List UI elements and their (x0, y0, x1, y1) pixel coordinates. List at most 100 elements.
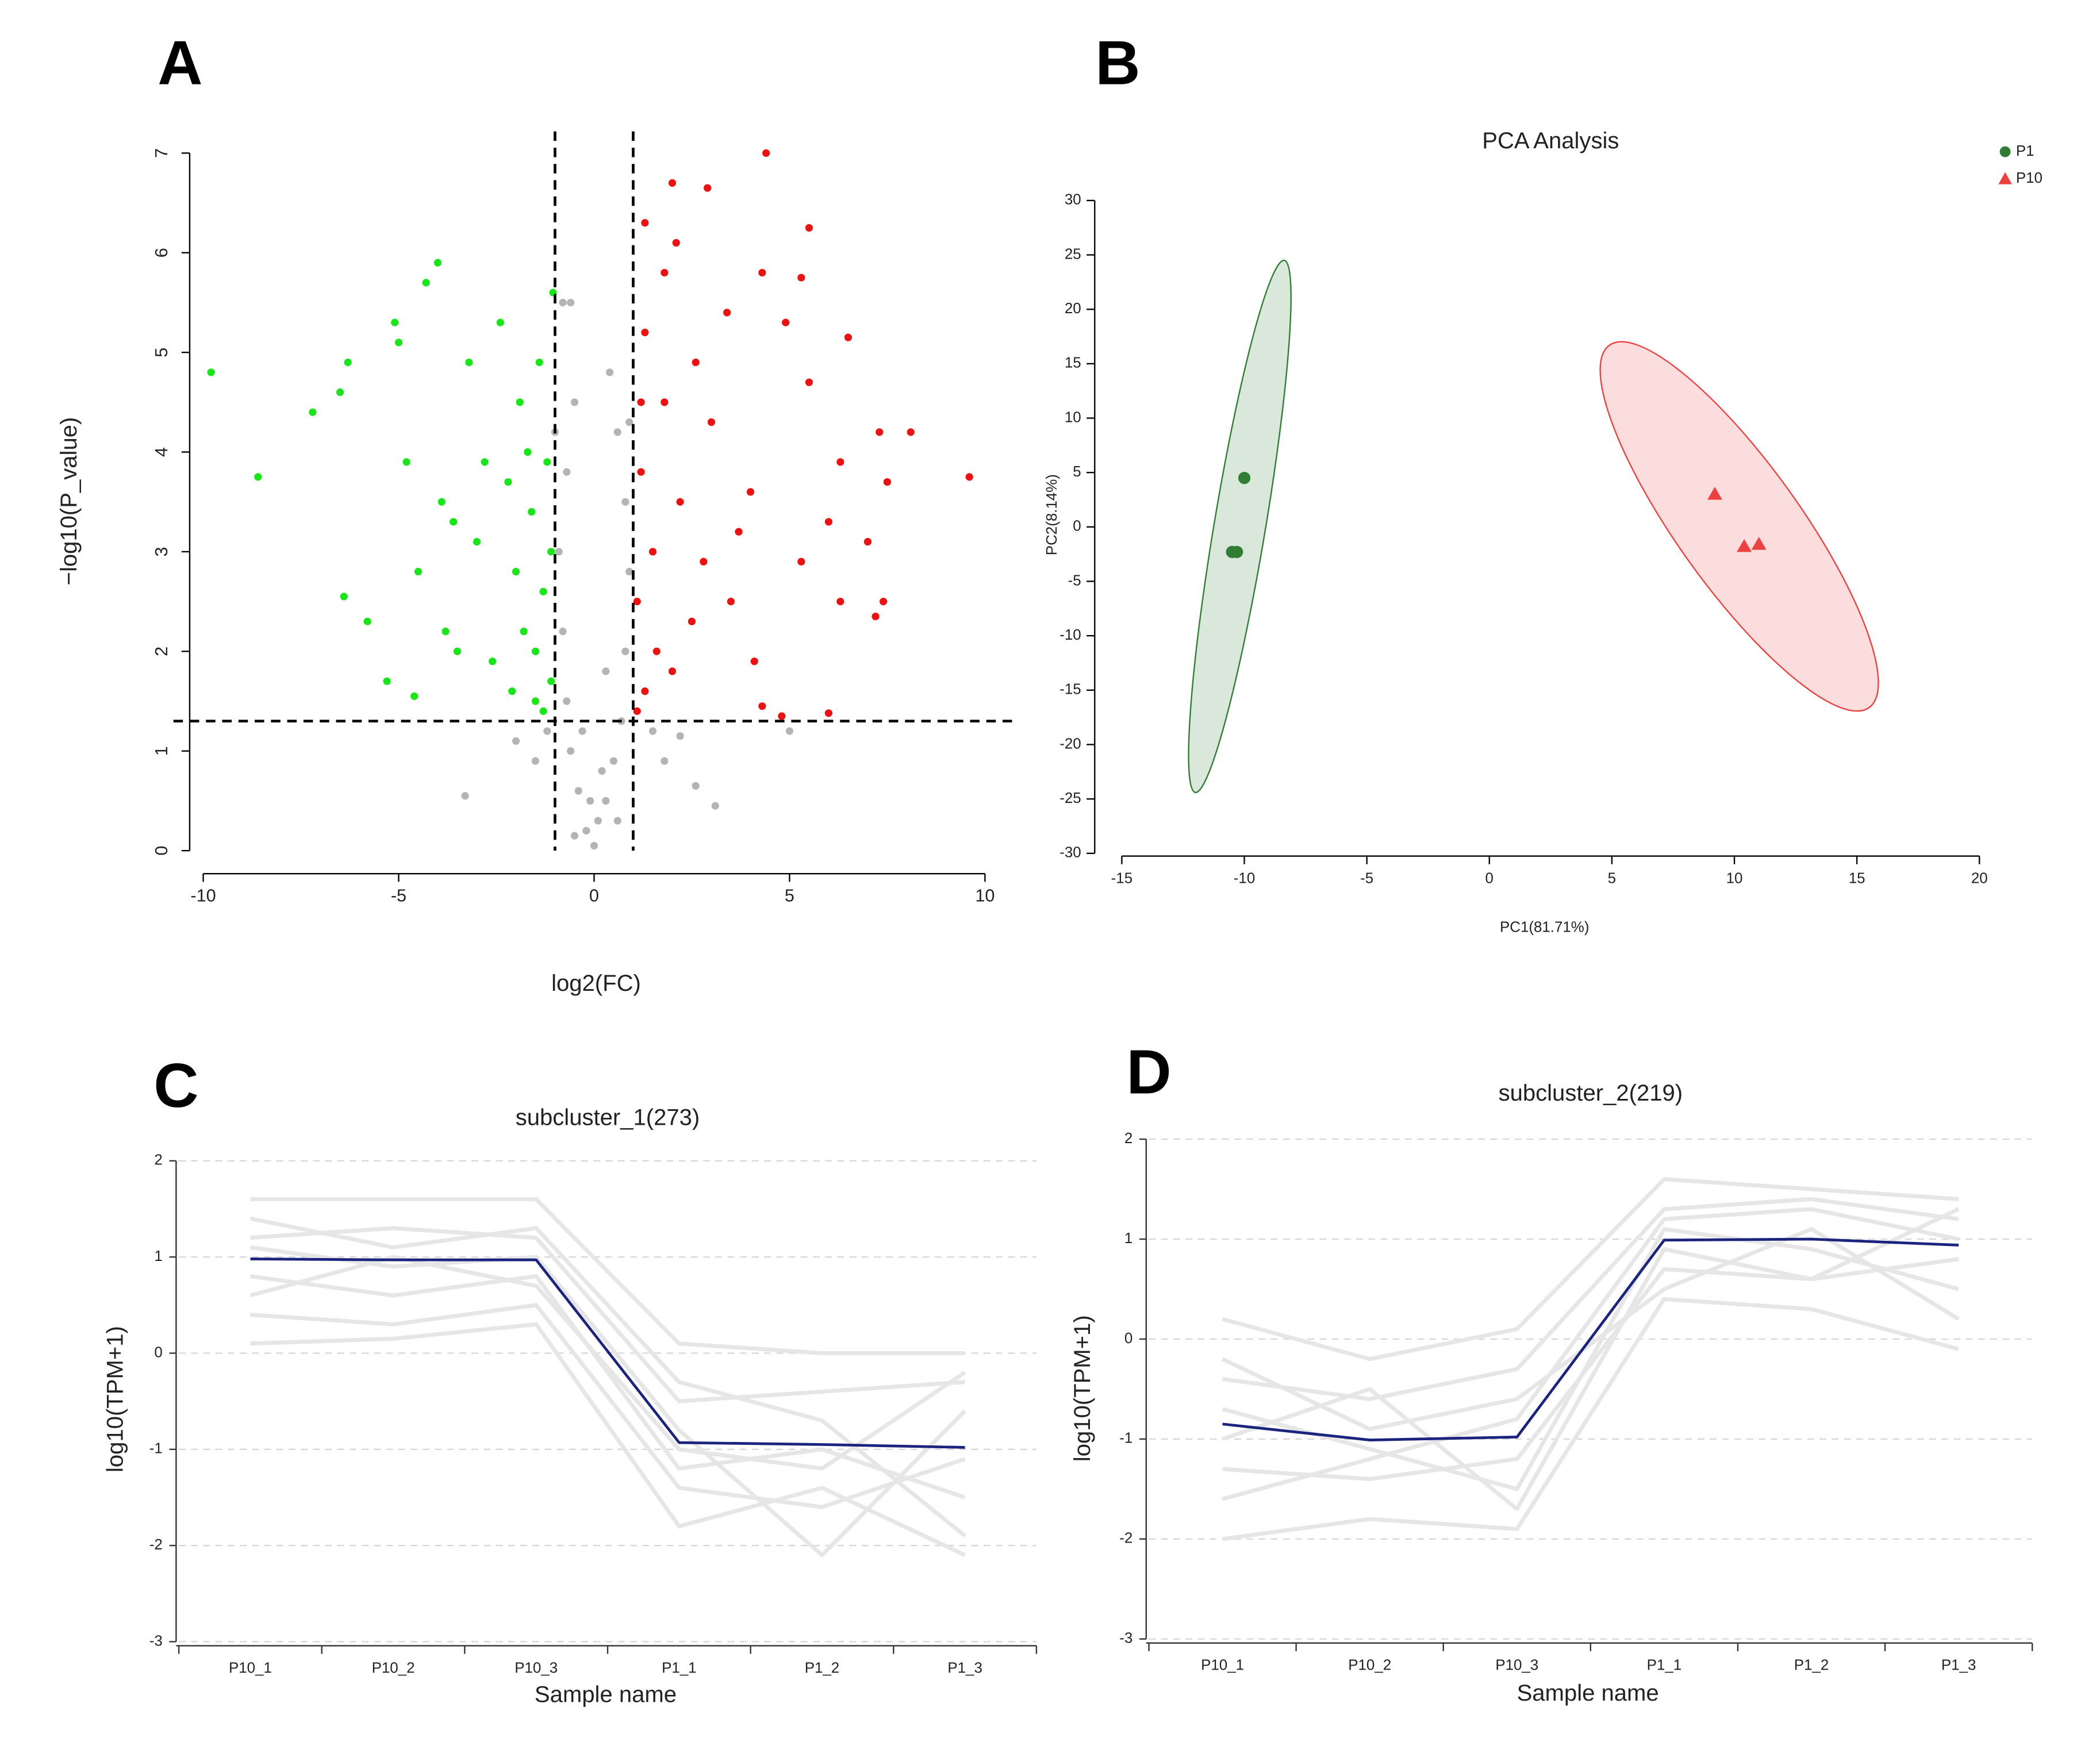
y-tick-label: 15 (1065, 355, 1081, 371)
point (594, 817, 602, 825)
point (309, 408, 317, 416)
point (609, 757, 618, 765)
point (340, 593, 348, 601)
point (700, 557, 708, 566)
point (641, 219, 649, 227)
x-tick-label: -15 (1111, 870, 1132, 886)
y-tick-label: -25 (1059, 790, 1081, 806)
point (391, 318, 399, 326)
x-tick-label: -5 (391, 886, 406, 905)
legend-marker (1999, 146, 2011, 157)
x-tick-label: P10_1 (229, 1660, 272, 1676)
y-tick-label: -5 (1068, 572, 1081, 589)
line (250, 1226, 965, 1403)
point (727, 598, 735, 606)
point (602, 667, 610, 675)
x-tick-label: P1_2 (1794, 1657, 1829, 1674)
point (872, 613, 880, 621)
point (496, 318, 504, 326)
point (582, 826, 590, 835)
point (528, 507, 536, 516)
y-tick-label: 10 (1065, 409, 1081, 425)
point (613, 428, 621, 436)
point (797, 557, 805, 566)
y-tick-label: -1 (1119, 1430, 1132, 1447)
point (688, 617, 696, 625)
y-tick-label: -30 (1059, 845, 1081, 861)
y-tick-label: 5 (1073, 464, 1081, 480)
point (1238, 472, 1251, 484)
point (543, 727, 551, 735)
y-tick-label: 1 (1124, 1230, 1132, 1247)
point (758, 268, 766, 277)
x-tick-label: P1_2 (805, 1660, 840, 1676)
point (836, 458, 844, 466)
point (531, 647, 540, 655)
y-tick-label: 6 (152, 248, 171, 257)
point (383, 677, 391, 685)
point (465, 358, 473, 367)
point (559, 298, 567, 307)
point (641, 328, 649, 337)
point (668, 667, 677, 675)
point (531, 697, 540, 705)
x-tick-label: P10_3 (1495, 1657, 1538, 1674)
x-tick-label: P10_2 (1348, 1657, 1391, 1674)
point (661, 757, 669, 765)
point (907, 428, 915, 436)
line (249, 1274, 966, 1499)
point (254, 473, 262, 481)
y-tick-label: -1 (149, 1441, 163, 1457)
point (520, 628, 528, 636)
point (758, 702, 766, 710)
y-tick-label: 25 (1065, 246, 1081, 262)
line (1222, 1227, 1960, 1432)
confidence-ellipse (1599, 341, 1879, 712)
point (402, 458, 410, 466)
y-tick-label: 1 (154, 1248, 162, 1264)
point (363, 617, 371, 625)
point (563, 468, 571, 476)
point (590, 841, 598, 850)
point (704, 184, 712, 192)
point (879, 598, 888, 606)
point (876, 428, 884, 436)
point (516, 398, 524, 406)
x-axis-label: PC1(81.71%) (1500, 919, 1590, 935)
line (250, 1197, 965, 1356)
point (394, 339, 403, 347)
point (1707, 487, 1722, 500)
panel-letter: B (1095, 28, 1140, 98)
x-tick-label: -5 (1360, 870, 1373, 886)
point (844, 333, 852, 341)
chart-title: subcluster_2(219) (1499, 1080, 1683, 1106)
point (883, 478, 891, 486)
point (711, 802, 719, 810)
point (692, 358, 700, 367)
y-axis-label: log10(TPM+1) (102, 1326, 128, 1472)
y-tick-label: -20 (1059, 736, 1081, 752)
point (598, 767, 606, 775)
point (555, 548, 563, 556)
x-tick-label: 5 (1608, 870, 1616, 886)
point (410, 692, 419, 700)
panel-letter: A (158, 28, 202, 98)
point (750, 657, 758, 666)
point (723, 309, 731, 317)
line (1222, 1257, 1959, 1482)
line (249, 1216, 966, 1538)
point (547, 677, 555, 685)
point (746, 488, 755, 496)
point (652, 647, 661, 655)
line (1222, 1297, 1960, 1541)
point (661, 398, 669, 406)
point (648, 548, 657, 556)
y-tick-label: 5 (152, 348, 171, 357)
y-tick-label: 30 (1065, 192, 1081, 208)
y-tick-label: -3 (149, 1633, 163, 1649)
x-tick-label: 10 (1726, 870, 1743, 886)
point (762, 149, 770, 157)
point (637, 468, 645, 476)
point (621, 498, 629, 506)
x-tick-label: P1_1 (662, 1660, 697, 1676)
